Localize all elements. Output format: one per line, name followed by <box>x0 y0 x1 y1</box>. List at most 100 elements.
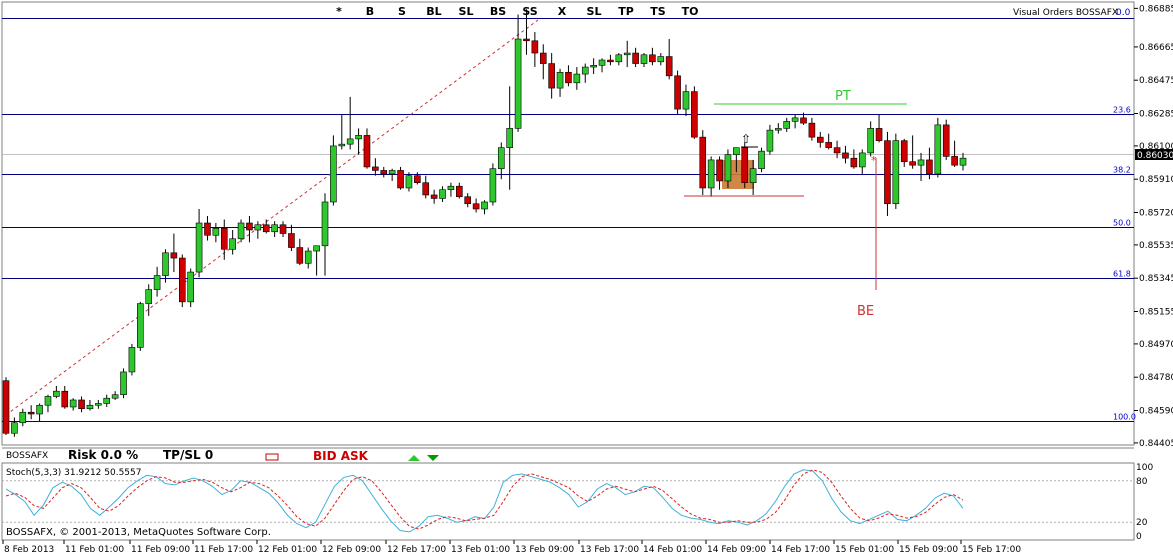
candle-body <box>506 128 513 148</box>
toolbar-button[interactable]: X <box>558 5 567 18</box>
candle-body <box>548 63 555 89</box>
candle-body <box>464 196 472 205</box>
candle-body <box>892 140 900 205</box>
x-tick-label: 14 Feb 01:00 <box>643 545 702 555</box>
candle-body <box>791 117 799 122</box>
toolbar-button[interactable]: BL <box>426 5 441 18</box>
y-tick-label: 0.84405 <box>1139 439 1173 449</box>
candle-body <box>691 91 698 138</box>
fib-trend-line <box>5 19 539 416</box>
toolbar-button[interactable]: B <box>366 5 374 18</box>
toolbar-button[interactable]: TS <box>650 5 666 18</box>
candle-body <box>775 128 782 131</box>
candle-body <box>674 75 681 110</box>
candle-body <box>539 52 547 64</box>
candle-body <box>640 54 648 64</box>
x-tick-label: 11 Feb 01:00 <box>65 545 124 555</box>
candle-body <box>900 140 908 162</box>
x-tick-label: 11 Feb 17:00 <box>194 545 253 555</box>
candle-body <box>783 121 791 129</box>
x-tick-label: 15 Feb 01:00 <box>835 545 894 555</box>
candle-body <box>816 136 824 143</box>
risk-label[interactable]: Risk 0.0 % <box>68 448 138 462</box>
bid-ask-label[interactable]: BID ASK <box>313 449 369 463</box>
stoch-level-label: 0 <box>1136 532 1142 542</box>
candlestick-series <box>2 9 967 437</box>
stoch-level-label: 20 <box>1136 518 1148 528</box>
candle-body <box>363 135 371 168</box>
candle-body <box>489 168 497 203</box>
fib-label: 38.2 <box>1113 166 1131 175</box>
fib-label: 23.6 <box>1113 106 1131 115</box>
y-tick-label: 0.86885 <box>1139 4 1173 14</box>
x-tick-label: 15 Feb 09:00 <box>899 545 958 555</box>
x-tick-label: 12 Feb 17:00 <box>387 545 446 555</box>
candle-body <box>800 117 807 124</box>
candle-body <box>573 73 581 84</box>
candle-body <box>842 152 849 159</box>
candle-body <box>959 157 967 166</box>
y-tick-label: 0.86665 <box>1139 43 1173 53</box>
candle-body <box>19 411 27 424</box>
candle-body <box>926 159 933 175</box>
stoch-plot-frame <box>1 462 1135 541</box>
toolbar-button[interactable]: BS <box>490 5 506 18</box>
candle-body <box>296 247 304 264</box>
candle-body <box>111 394 119 399</box>
current-price-box <box>1135 149 1173 160</box>
up-triangle-icon[interactable] <box>408 455 420 461</box>
x-tick-label: 12 Feb 01:00 <box>258 545 317 555</box>
toolbar-button[interactable]: SS <box>522 5 537 18</box>
candle-body <box>95 403 102 406</box>
toolbar-button[interactable]: * <box>336 5 342 18</box>
candle-body <box>120 371 127 396</box>
stochastic-oscillator: 100 80 20 0 <box>2 463 1153 542</box>
x-tick-label: 8 Feb 2013 <box>4 545 54 555</box>
y-tick-label: 0.85155 <box>1139 307 1173 317</box>
candle-body <box>11 422 18 434</box>
toolbar-button[interactable]: S <box>398 5 406 18</box>
candle-body <box>934 124 942 175</box>
fib-label: 100.0 <box>1113 413 1136 422</box>
copyright: BOSSAFX, © 2001-2013, MetaQuotes Softwar… <box>6 527 271 538</box>
candle-body <box>917 159 925 166</box>
candle-body <box>271 224 278 233</box>
candle-body <box>867 128 874 154</box>
candle-body <box>86 404 94 410</box>
indicator-value: 0.0 <box>1116 8 1131 18</box>
candle-body <box>724 154 732 182</box>
toolbar-button[interactable]: TO <box>682 5 699 18</box>
candle-body <box>456 185 463 198</box>
y-tick-label: 0.85535 <box>1139 241 1173 251</box>
candle-body <box>766 129 774 152</box>
bottom-symbol: BOSSAFX <box>6 451 48 461</box>
candle-body <box>749 168 757 184</box>
bottom-flag-icon[interactable] <box>265 453 279 461</box>
candle-body <box>137 303 144 348</box>
y-tick-label: 0.85910 <box>1139 175 1173 185</box>
toolbar-button[interactable]: SL <box>459 5 474 18</box>
down-triangle-icon[interactable] <box>427 455 439 461</box>
toolbar-button[interactable]: SL <box>587 5 602 18</box>
tpsl-label[interactable]: TP/SL 0 <box>163 448 213 462</box>
y-tick-label: 0.85720 <box>1139 208 1173 218</box>
candle-body <box>607 59 614 63</box>
candle-body <box>884 140 891 205</box>
candle-body <box>682 91 690 110</box>
toolbar-button[interactable]: TP <box>618 5 634 18</box>
candle-body <box>472 203 480 210</box>
candle-body <box>195 222 203 273</box>
candle-body <box>598 59 606 66</box>
candle-body <box>405 175 413 189</box>
candle-body <box>36 404 43 415</box>
candle-body <box>170 252 178 259</box>
x-tick-label: 13 Feb 09:00 <box>515 545 574 555</box>
be-marker: * <box>871 154 877 167</box>
candle-body <box>590 65 597 68</box>
y-tick-label: 0.84590 <box>1139 406 1173 416</box>
price-axis: 0.86885 0.86665 0.86475 0.86285 0.86100 0.859… <box>1134 4 1173 449</box>
candle-body <box>304 250 312 264</box>
candle-body <box>254 224 262 231</box>
candle-body <box>380 170 388 175</box>
